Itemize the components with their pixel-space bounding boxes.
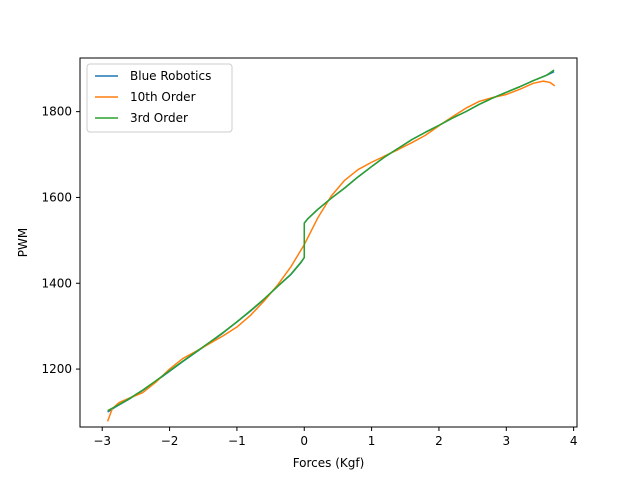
x-tick-label: 1: [368, 434, 376, 448]
x-axis: −3 −2 −1 0 1 2 3 4: [93, 427, 577, 448]
y-tick-label: 1600: [41, 190, 72, 204]
x-tick-label: −2: [161, 434, 179, 448]
x-axis-label: Forces (Kgf): [293, 456, 365, 470]
y-axis-label: PWM: [16, 228, 30, 257]
x-tick-label: −1: [228, 434, 246, 448]
legend: Blue Robotics 10th Order 3rd Order: [86, 63, 233, 133]
legend-label-2: 3rd Order: [130, 111, 188, 125]
legend-box: [86, 63, 233, 133]
x-tick-label: 4: [570, 434, 578, 448]
x-tick-label: 0: [300, 434, 308, 448]
x-tick-label: −3: [93, 434, 111, 448]
axes-frame: [79, 57, 578, 428]
series-line-2: [107, 69, 555, 412]
y-tick-label: 1200: [41, 362, 72, 376]
x-tick-label: 3: [502, 434, 510, 448]
legend-label-0: Blue Robotics: [130, 69, 211, 83]
series-layer: [106, 69, 556, 422]
y-axis: 1200 1400 1600 1800: [41, 105, 80, 376]
y-tick-label: 1800: [41, 105, 72, 119]
legend-label-1: 10th Order: [130, 90, 196, 104]
x-tick-label: 2: [435, 434, 443, 448]
y-tick-label: 1400: [41, 276, 72, 290]
